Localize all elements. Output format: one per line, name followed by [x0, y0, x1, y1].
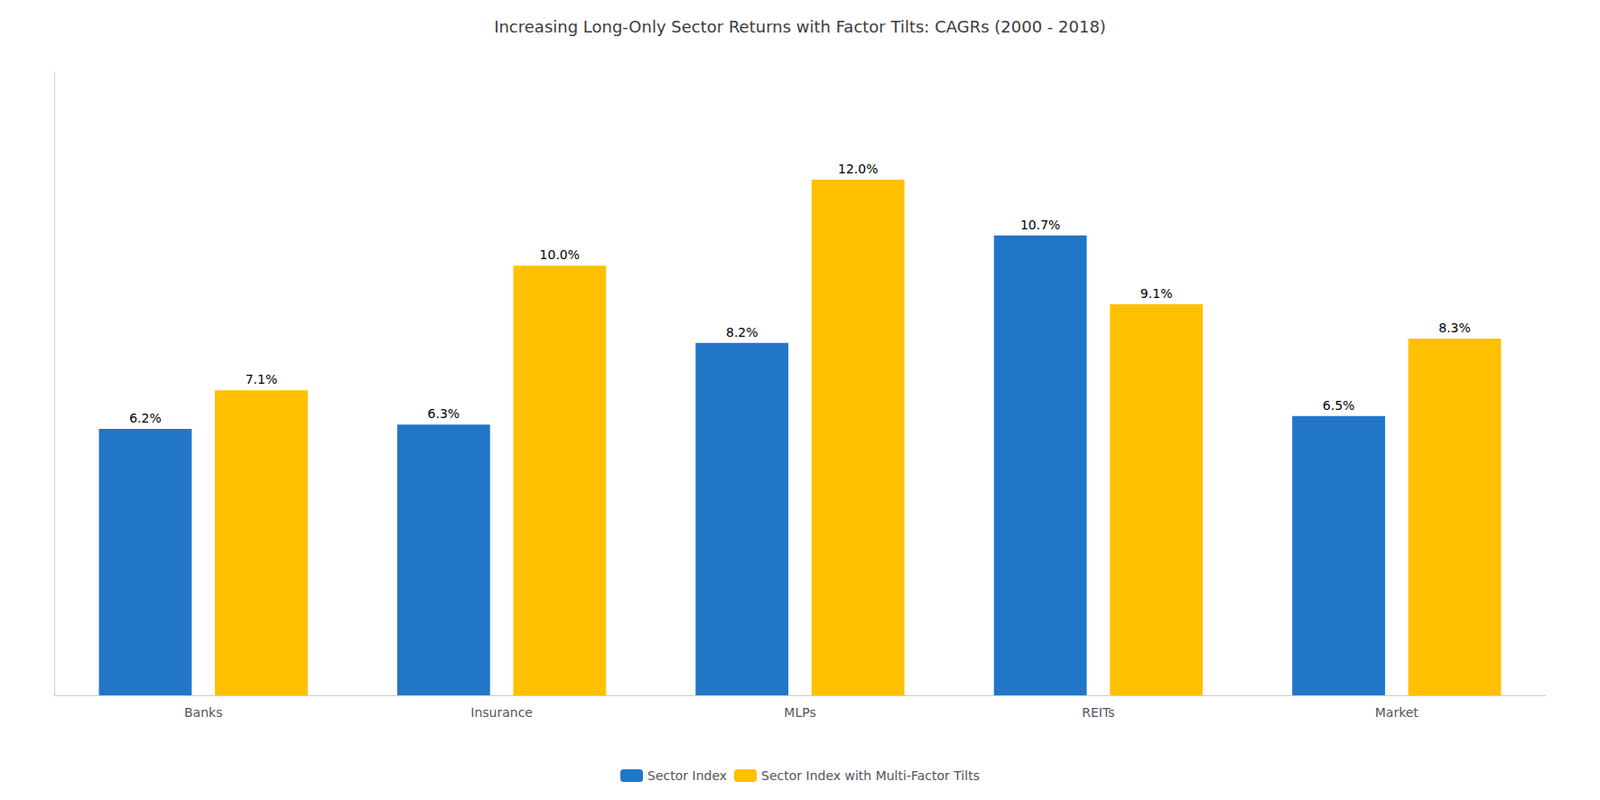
svg-text:6.5%: 6.5% — [1322, 398, 1356, 413]
svg-text:12.0%: 12.0% — [837, 161, 878, 177]
svg-text:10.7%: 10.7% — [1020, 217, 1061, 233]
svg-text:6.2%: 6.2% — [129, 410, 162, 426]
svg-text:9.1%: 9.1% — [1140, 286, 1173, 301]
svg-text:REITs: REITs — [1081, 705, 1115, 720]
svg-text:7.1%: 7.1% — [245, 372, 279, 387]
svg-text:8.3%: 8.3% — [1438, 320, 1471, 335]
svg-text:MLPs: MLPs — [783, 705, 816, 720]
svg-text:Increasing Long-Only Sector Re: Increasing Long-Only Sector Returns with… — [493, 17, 1107, 37]
svg-text:Insurance: Insurance — [470, 705, 533, 720]
svg-text:Market: Market — [1375, 705, 1420, 720]
svg-text:10.0%: 10.0% — [539, 247, 580, 262]
svg-text:Banks: Banks — [184, 705, 223, 720]
svg-text:6.3%: 6.3% — [427, 406, 461, 421]
svg-text:8.2%: 8.2% — [725, 325, 759, 340]
svg-text:Sector Index: Sector Index — [647, 768, 727, 783]
svg-text:Sector Index with Multi-Factor: Sector Index with Multi-Factor Tilts — [761, 768, 980, 783]
